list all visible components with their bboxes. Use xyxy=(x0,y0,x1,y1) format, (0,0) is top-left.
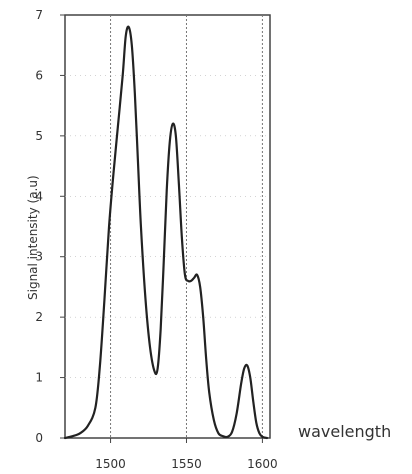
x-axis-label: wavelength xyxy=(298,422,391,441)
y-tick-label: 7 xyxy=(35,8,43,22)
x-tick-label: 1600 xyxy=(247,457,278,471)
y-tick-label: 1 xyxy=(35,371,43,385)
tick-layer: 1500 1550 1600 0 1 2 3 4 5 6 7 xyxy=(35,8,277,471)
y-tick-label: 2 xyxy=(35,310,43,324)
y-tick-label: 0 xyxy=(35,431,43,445)
series-layer xyxy=(63,25,269,440)
y-tick-label: 4 xyxy=(35,189,43,203)
series-line xyxy=(63,25,269,440)
y-tick-label: 5 xyxy=(35,129,43,143)
grid-layer xyxy=(65,15,270,438)
plot-area xyxy=(64,14,271,439)
y-axis-label: Signal intensity (a.u) xyxy=(26,175,40,300)
x-tick-label: 1550 xyxy=(171,457,202,471)
y-tick-label: 6 xyxy=(35,68,43,82)
x-tick-label: 1500 xyxy=(95,457,126,471)
y-tick-label: 3 xyxy=(35,250,43,264)
